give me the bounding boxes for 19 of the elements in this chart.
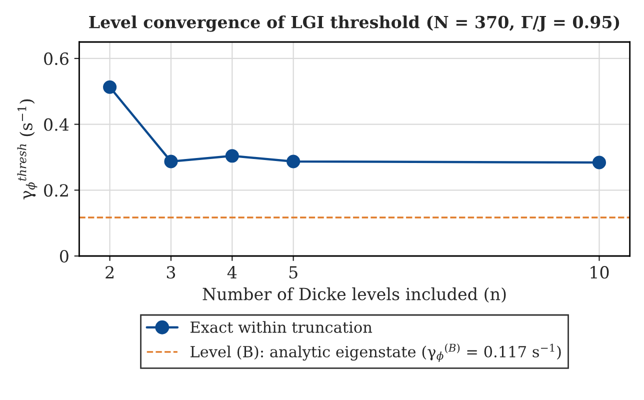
chart-title: Level convergence of LGI threshold (N = 370, Γ/J = 0.95)	[89, 15, 620, 32]
x-tick-label: 2	[106, 266, 114, 278]
x-axis-title: Number of Dicke levels included (n)	[202, 287, 506, 303]
y-tick-label: 0	[60, 250, 68, 263]
point	[286, 154, 300, 168]
point	[225, 149, 239, 163]
point	[103, 80, 117, 94]
y-tick-label: 0.2	[44, 184, 68, 197]
legend-label: Level (B): analytic eigenstate (γ$_{ϕ}$$^{(B)}$ = 0.117 s$^{−1}$)	[190, 344, 561, 362]
y-axis-title: γ$_{ϕ}$$^{thresh}$ (s$^{−1}$)	[17, 99, 38, 200]
x-tick-label: 10	[590, 266, 609, 279]
point	[164, 154, 178, 168]
legend-label: Exact within truncation	[190, 321, 372, 333]
y-tick-label: 0.4	[44, 118, 69, 131]
x-tick-label: 5	[289, 266, 298, 279]
point	[592, 156, 606, 170]
x-tick-label: 4	[227, 266, 237, 278]
x-tick-label: 3	[166, 266, 176, 279]
y-tick-label: 0.6	[44, 52, 68, 66]
